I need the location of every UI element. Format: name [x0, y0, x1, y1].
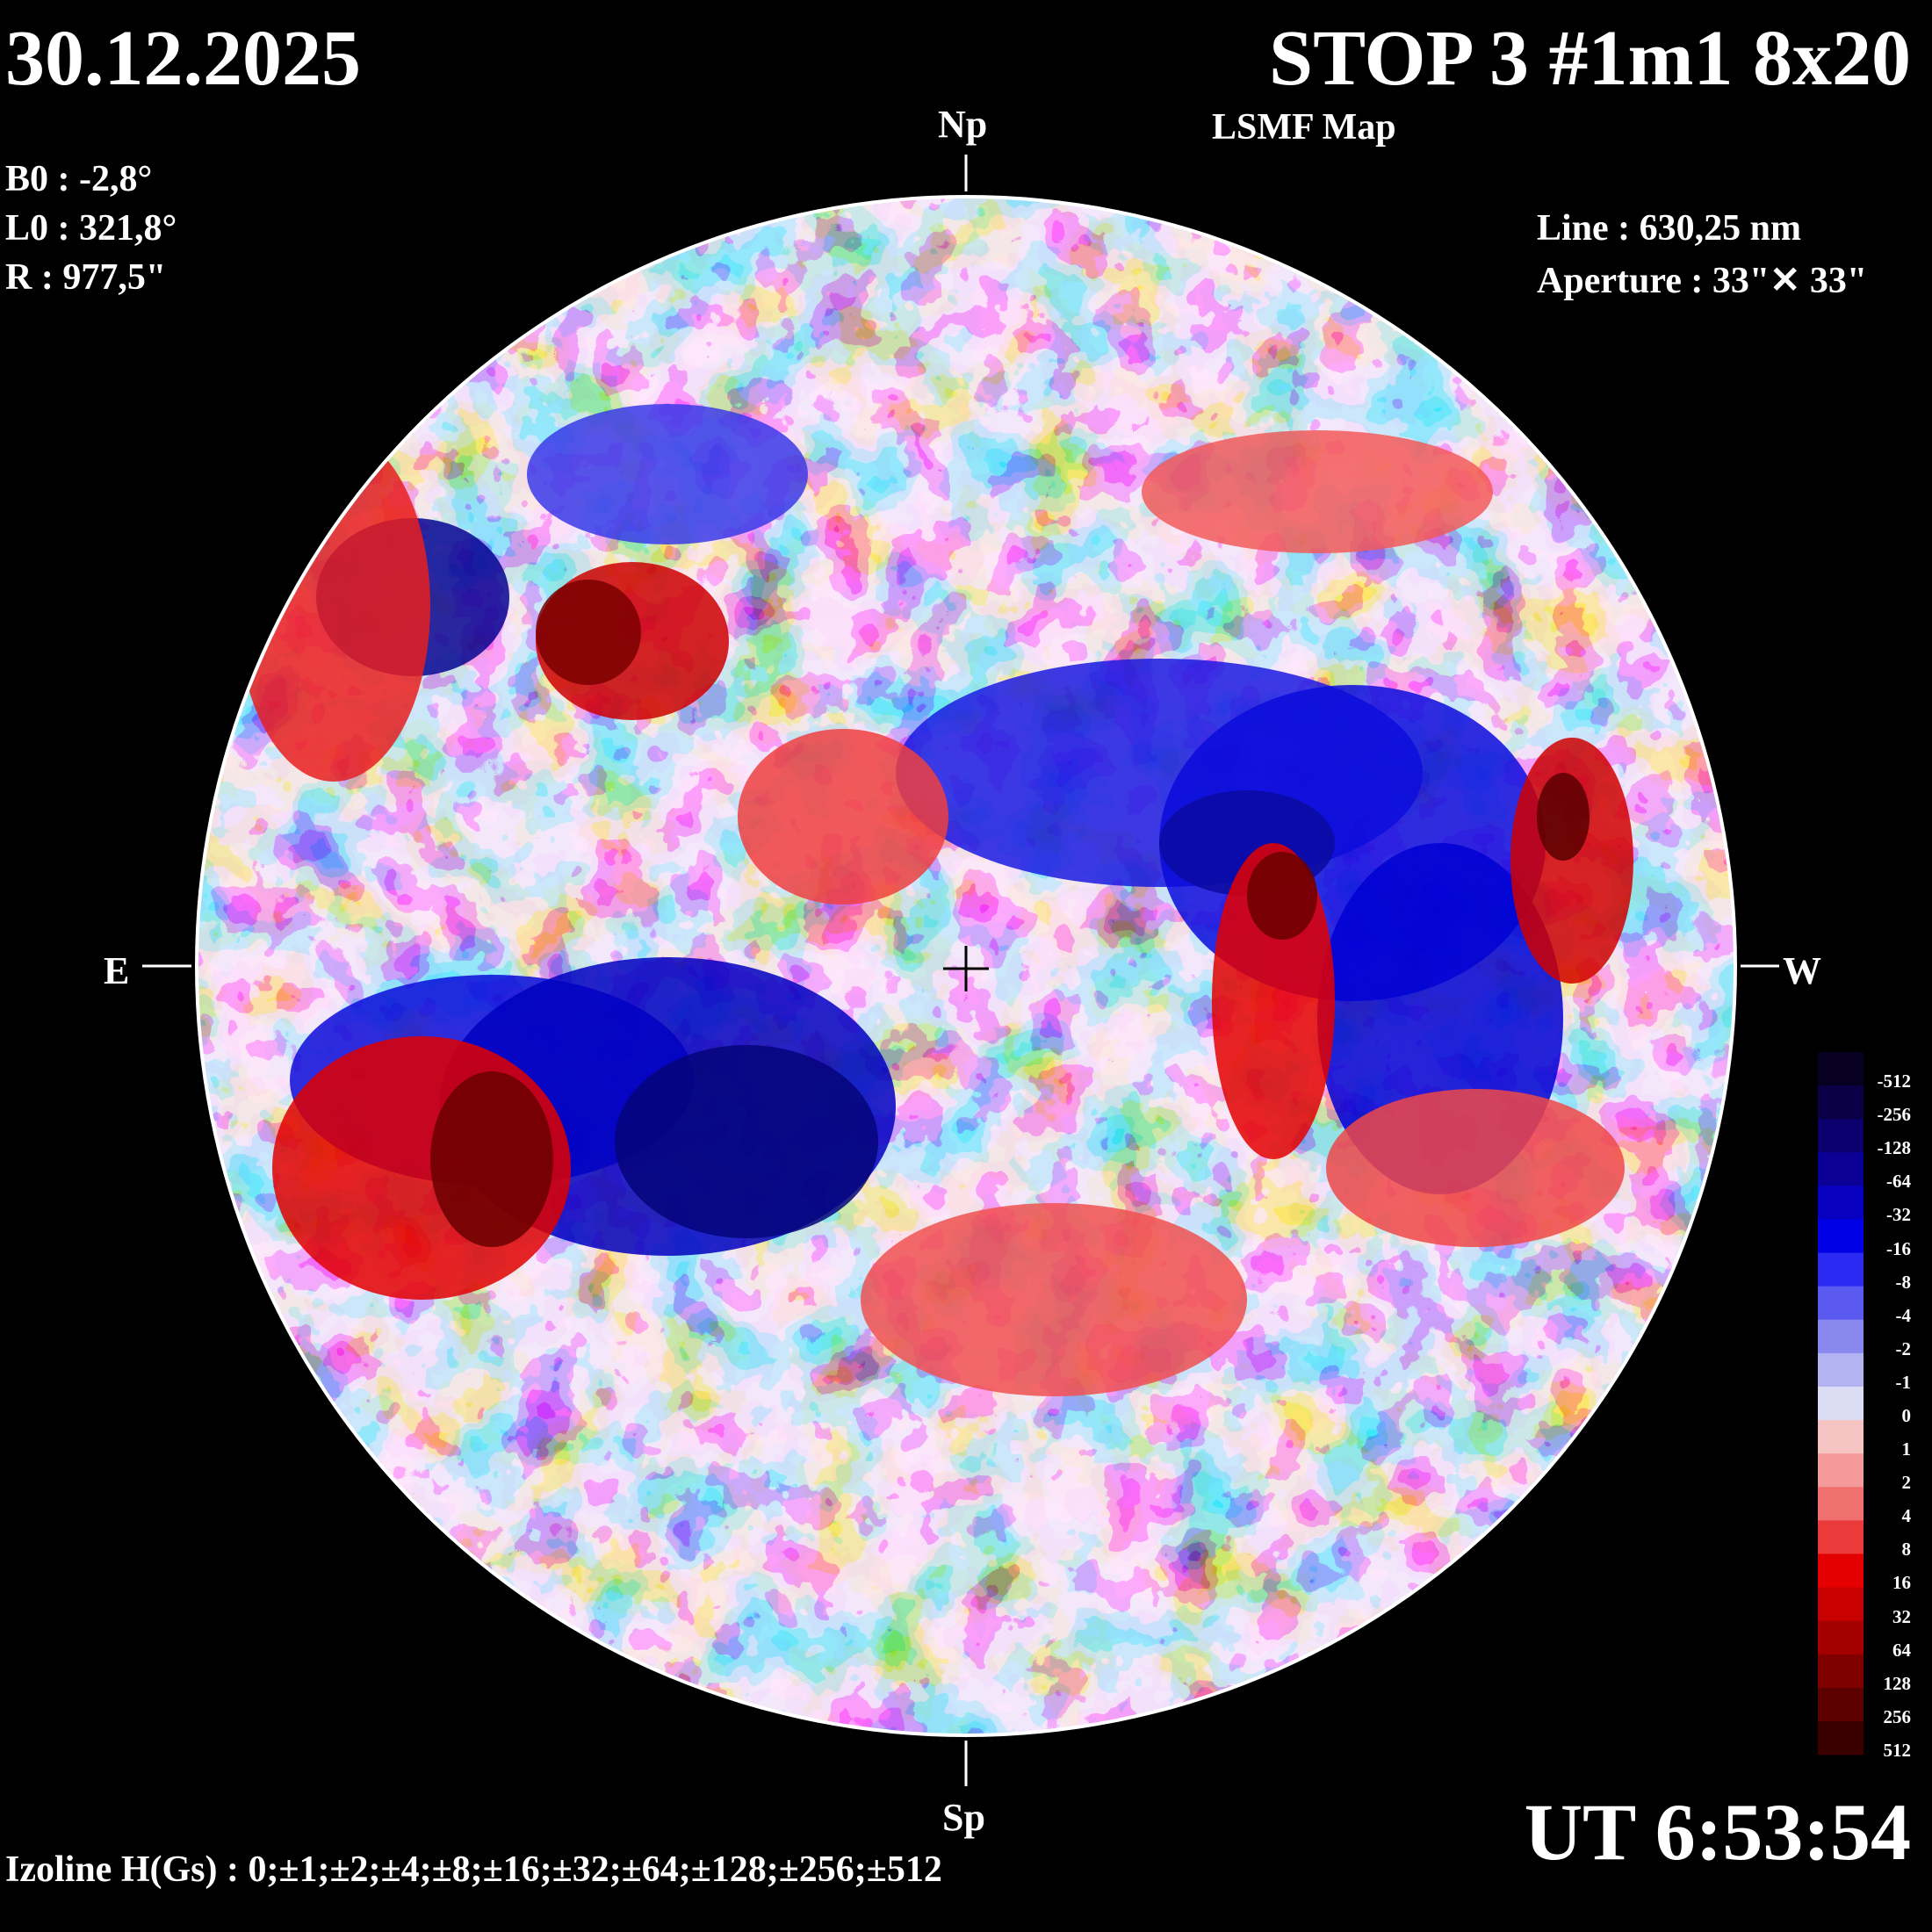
south-label: Sp [942, 1796, 985, 1839]
field-region [430, 1071, 553, 1247]
date-label: 30.12.2025 [5, 15, 361, 102]
colorbar-label: -32 [1886, 1204, 1911, 1226]
param-r: R : 977,5" [5, 257, 167, 298]
colorbar-swatch [1818, 1319, 1864, 1354]
colorbar [1818, 1052, 1864, 1755]
colorbar-swatch [1818, 1720, 1864, 1755]
colorbar-swatch [1818, 1386, 1864, 1421]
colorbar-swatch [1818, 1453, 1864, 1488]
line-label: Line : 630,25 nm [1537, 208, 1802, 249]
north-label: Np [938, 103, 988, 146]
title-label: STOP 3 #1m1 8x20 [1269, 15, 1911, 102]
west-label: W [1783, 949, 1821, 992]
field-regions [237, 404, 1633, 1396]
colorbar-swatch [1818, 1186, 1864, 1220]
colorbar-label: 4 [1901, 1505, 1912, 1527]
field-region [536, 580, 641, 685]
field-region [1326, 1089, 1625, 1247]
field-region [1537, 773, 1590, 861]
colorbar-swatch [1818, 1620, 1864, 1655]
ut-time-label: UT 6:53:54 [1524, 1787, 1911, 1877]
param-l0: L0 : 321,8° [5, 208, 177, 249]
aperture-label: Aperture : 33"✕ 33" [1537, 261, 1868, 301]
field-region [1247, 852, 1317, 940]
colorbar-swatch [1818, 1219, 1864, 1254]
colorbar-swatch [1818, 1085, 1864, 1120]
izoline-label: Izoline H(Gs) : 0;±1;±2;±4;±8;±16;±32;±6… [5, 1849, 942, 1890]
colorbar-label: 256 [1883, 1705, 1912, 1727]
colorbar-swatch [1818, 1152, 1864, 1186]
colorbar-label: -16 [1886, 1237, 1911, 1259]
colorbar-label: -4 [1895, 1304, 1912, 1326]
field-region [527, 404, 808, 544]
param-b0: B0 : -2,8° [5, 159, 153, 199]
field-region [1510, 738, 1633, 984]
field-region [615, 1045, 878, 1238]
field-region [237, 430, 430, 782]
colorbar-label: 1 [1901, 1438, 1912, 1460]
field-region [738, 729, 948, 905]
colorbar-label: -512 [1877, 1071, 1912, 1092]
center-crosshair [943, 946, 989, 991]
colorbar-label: 16 [1892, 1572, 1911, 1594]
colorbar-label: 64 [1892, 1639, 1911, 1661]
colorbar-label: 2 [1901, 1472, 1912, 1494]
subtitle-label: LSMF Map [1212, 107, 1396, 148]
colorbar-swatch [1818, 1687, 1864, 1722]
colorbar-label: 128 [1883, 1672, 1912, 1694]
field-region [861, 1203, 1247, 1396]
colorbar-swatch [1818, 1352, 1864, 1388]
colorbar-label: -2 [1895, 1337, 1912, 1359]
colorbar-swatch [1818, 1286, 1864, 1321]
colorbar-label: -128 [1877, 1137, 1912, 1159]
colorbar-label: -1 [1895, 1371, 1912, 1393]
colorbar-swatch [1818, 1587, 1864, 1622]
colorbar-swatch [1818, 1420, 1864, 1454]
colorbar-label: 32 [1892, 1605, 1911, 1627]
colorbar-label: 0 [1901, 1405, 1912, 1426]
colorbar-label: -8 [1895, 1271, 1912, 1293]
colorbar-label: -64 [1886, 1171, 1911, 1193]
colorbar-swatch [1818, 1119, 1864, 1153]
colorbar-label: -256 [1877, 1104, 1912, 1126]
colorbar-swatch [1818, 1520, 1864, 1554]
east-label: E [104, 949, 130, 992]
colorbar-swatch [1818, 1554, 1864, 1589]
field-region [1142, 430, 1493, 553]
colorbar-label: 512 [1883, 1739, 1912, 1761]
colorbar-swatch [1818, 1487, 1864, 1521]
colorbar-swatch [1818, 1654, 1864, 1689]
colorbar-swatch [1818, 1252, 1864, 1287]
colorbar-label: 8 [1901, 1539, 1912, 1561]
colorbar-swatch [1818, 1052, 1864, 1086]
